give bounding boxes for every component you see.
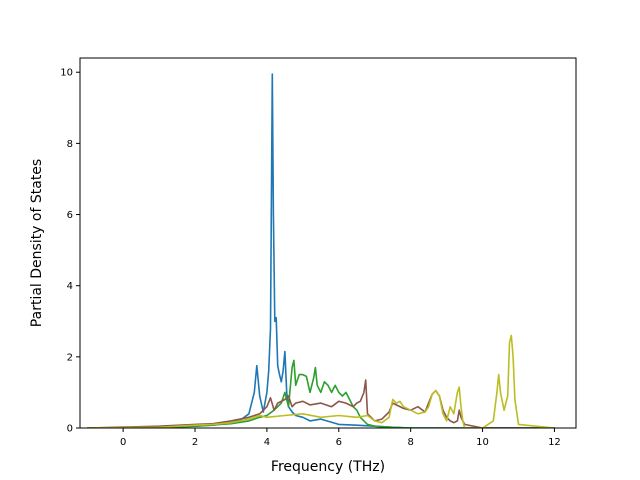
y-tick-label: 2	[67, 352, 73, 363]
x-tick-label: 10	[476, 437, 489, 448]
series-line-4	[87, 334, 555, 428]
y-axis-ticks: 0 2 4 6 8 10	[60, 68, 80, 435]
y-axis-label: Partial Density of States	[29, 159, 45, 327]
series-layer	[87, 73, 555, 428]
y-tick-label: 0	[67, 424, 73, 435]
y-tick-label: 8	[67, 139, 73, 150]
y-tick-label: 6	[67, 210, 73, 221]
series-line-3	[87, 379, 555, 428]
x-axis-label: Frequency (THz)	[271, 459, 385, 475]
x-tick-label: 12	[548, 437, 561, 448]
plot-frame	[79, 57, 577, 429]
y-tick-label: 4	[67, 281, 73, 292]
x-tick-label: 4	[264, 437, 270, 448]
series-line-2	[87, 359, 555, 428]
x-axis-ticks: 0 2 4 6 8 10 12	[120, 428, 561, 448]
y-tick-label: 10	[60, 68, 73, 79]
x-tick-label: 8	[407, 437, 413, 448]
x-tick-label: 6	[336, 437, 342, 448]
x-tick-label: 0	[120, 437, 126, 448]
x-tick-label: 2	[192, 437, 198, 448]
